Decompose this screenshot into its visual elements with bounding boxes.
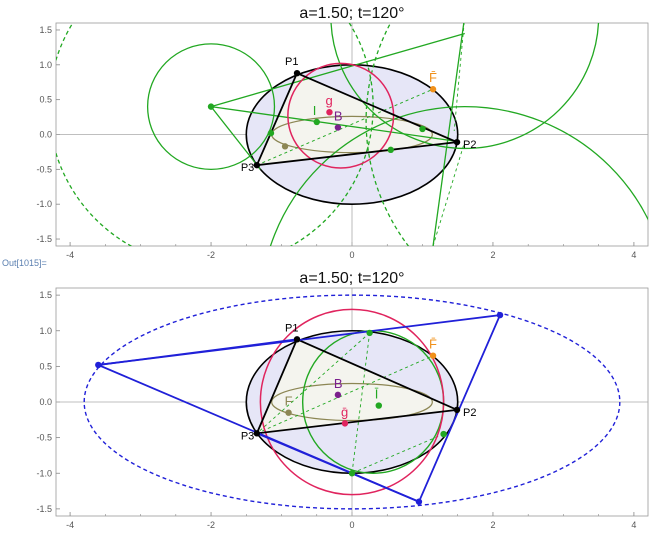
chart-0-point-marker bbox=[293, 69, 301, 77]
chart-1-blue-line bbox=[98, 338, 298, 366]
chart-0-green-line bbox=[210, 106, 261, 170]
chart-0-green-circle bbox=[146, 43, 276, 170]
chart-0-point-marker bbox=[281, 143, 289, 150]
chart-1-point-marker bbox=[334, 391, 342, 399]
chart-0-point-label: I bbox=[313, 103, 317, 118]
chart-1-caustic-ellipse bbox=[271, 382, 433, 422]
chart-0-point-marker bbox=[419, 125, 426, 133]
chart-0-dashed-line bbox=[256, 88, 434, 166]
chart-1-point-marker bbox=[341, 420, 349, 427]
chart-bottom: a=1.50; t=120° -4 -2 0 2 4 1.5 1.0 0.5 0.0 -0.5 -1.… bbox=[36, 270, 649, 530]
chart-1-point-label: ḡ bbox=[341, 404, 348, 419]
chart-0-point-marker bbox=[313, 118, 320, 126]
chart-1-x-tick-label: -4 bbox=[66, 520, 74, 530]
chart-0-triangle-fill bbox=[256, 73, 458, 166]
chart-0-point-label: g bbox=[325, 93, 332, 108]
chart-0-point-label: P1 bbox=[285, 56, 298, 68]
chart-0-point-label: B bbox=[334, 109, 343, 124]
chart-top: a=1.50; t=120° -4 -2 0 2 4 1.5 1.0 0.5 0.0 -0.5 -1.… bbox=[36, 5, 649, 260]
chart-1-x-tick-label: 2 bbox=[490, 520, 495, 530]
chart-1-dashed-line bbox=[256, 332, 370, 434]
chart-1-point-marker bbox=[429, 352, 437, 359]
chart-1-y-tick-label: 0.5 bbox=[39, 361, 52, 371]
chart-1-point-marker bbox=[366, 329, 373, 337]
chart-1-y-tick-label: 1.0 bbox=[39, 326, 52, 336]
chart-0-x-tick-label: -2 bbox=[207, 250, 215, 260]
chart-1-circumcircle bbox=[259, 308, 445, 496]
chart-0-y-tick-label: -0.5 bbox=[36, 164, 52, 174]
chart-1-point-marker bbox=[415, 498, 423, 505]
chart-0-x-tick-label: 2 bbox=[490, 250, 495, 260]
chart-1-point-marker bbox=[253, 430, 261, 437]
chart-0-y-tick-label: 1.5 bbox=[39, 25, 52, 35]
chart-0-green-circle bbox=[365, 23, 410, 246]
chart-1-point-marker bbox=[95, 361, 102, 369]
chart-1-blue-line bbox=[256, 432, 420, 503]
chart-0-point-marker bbox=[334, 124, 342, 131]
chart-1-y-tick-label: -1.0 bbox=[36, 468, 52, 478]
chart-0-green-line bbox=[210, 105, 458, 143]
chart-0-y-tick-label: 0.0 bbox=[39, 130, 52, 140]
chart-1-triangle-fill bbox=[256, 339, 458, 434]
chart-1-plot-area: P1 P2 P3 F̄ F Bḡ Ī bbox=[56, 288, 648, 516]
chart-0-green-line bbox=[432, 23, 465, 246]
chart-1-point-label: Ī bbox=[375, 387, 379, 402]
chart-0-dashed-line bbox=[453, 23, 465, 132]
chart-1-dashed-line bbox=[256, 355, 434, 434]
chart-1-point-marker bbox=[375, 402, 382, 409]
chart-0-point-marker bbox=[453, 138, 461, 146]
chart-1-point-label: F̄ bbox=[429, 337, 437, 352]
chart-0-green-circle bbox=[269, 106, 648, 246]
chart-0-plot-area: P1 P2 P3 F̄ gB I bbox=[56, 23, 648, 246]
chart-1-point-marker bbox=[285, 409, 292, 416]
chart-0-point-label: P2 bbox=[463, 139, 476, 151]
chart-1-dashed-line bbox=[351, 433, 444, 474]
chart-1-orbit-triangle bbox=[255, 338, 461, 435]
output-cell-label: Out[1015]= bbox=[2, 258, 47, 268]
chart-0-x-tick-label: 0 bbox=[349, 250, 354, 260]
chart-0-point-label: F̄ bbox=[429, 70, 437, 85]
chart-1-outer-dashed-curve bbox=[83, 294, 621, 510]
chart-1-y-tick-label: 1.5 bbox=[39, 290, 52, 300]
chart-1-point-label: P1 bbox=[285, 322, 298, 334]
chart-0-point-marker bbox=[267, 129, 275, 137]
chart-0-dashed-line bbox=[432, 141, 466, 246]
chart-1-point-label: P3 bbox=[241, 430, 254, 442]
chart-0-y-tick-label: 0.5 bbox=[39, 95, 52, 105]
chart-0-x-tick-label: 4 bbox=[631, 250, 636, 260]
chart-1-point-label: F bbox=[285, 394, 293, 409]
chart-0-y-tick-label: -1.5 bbox=[36, 234, 52, 244]
chart-1-point-marker bbox=[293, 336, 301, 343]
chart-0-point-marker bbox=[253, 161, 261, 169]
chart-1-x-tick-label: 4 bbox=[631, 520, 636, 530]
chart-1-y-tick-label: -1.5 bbox=[36, 504, 52, 514]
chart-0-point-label: P3 bbox=[241, 162, 254, 174]
chart-1-point-label: B bbox=[334, 376, 343, 391]
chart-0-green-line bbox=[210, 32, 465, 108]
chart-1-point-label: P2 bbox=[463, 407, 476, 419]
chart-1-point-marker bbox=[453, 406, 461, 414]
chart-0-point-marker bbox=[207, 103, 215, 110]
chart-1-point-marker bbox=[496, 311, 504, 319]
chart-1-y-tick-label: 0.0 bbox=[39, 397, 52, 407]
chart-0-orbit-triangle bbox=[255, 71, 461, 167]
chart-0-point-marker bbox=[326, 109, 333, 116]
chart-0-green-circle bbox=[330, 23, 600, 150]
chart-0-point-marker bbox=[429, 86, 437, 93]
chart-1-y-tick-label: -0.5 bbox=[36, 433, 52, 443]
chart-1-point-marker bbox=[348, 470, 356, 477]
chart-0-x-tick-label: -4 bbox=[66, 250, 74, 260]
chart-0-y-tick-label: -1.0 bbox=[36, 199, 52, 209]
chart-1-x-tick-label: 0 bbox=[349, 520, 354, 530]
chart-1-x-tick-label: -2 bbox=[207, 520, 215, 530]
chart-1-title: a=1.50; t=120° bbox=[299, 270, 404, 287]
chart-1-point-marker bbox=[440, 430, 447, 438]
chart-0-y-tick-label: 1.0 bbox=[39, 60, 52, 70]
chart-0-title: a=1.50; t=120° bbox=[299, 5, 404, 22]
chart-0-point-marker bbox=[387, 146, 394, 154]
